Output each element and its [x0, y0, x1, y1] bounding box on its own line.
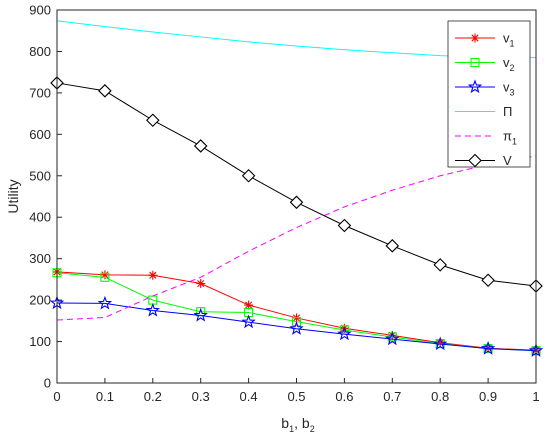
y-axis: 0 100 200 300 400 500 600 700 800 900	[29, 3, 62, 391]
x-tick-label: 0.2	[144, 389, 162, 404]
data-point	[241, 314, 256, 329]
data-point	[337, 326, 352, 341]
data-point	[97, 295, 113, 310]
legend-item: v3	[455, 79, 515, 98]
data-point	[291, 317, 302, 327]
series-5	[56, 155, 537, 321]
data-point	[433, 258, 447, 272]
legend-label: v3	[503, 80, 515, 98]
data-point	[148, 270, 158, 280]
data-point	[193, 139, 208, 153]
y-tick-label: 100	[29, 334, 51, 349]
series-layer	[49, 20, 544, 357]
y-tick-label: 700	[29, 85, 51, 100]
x-tick-label: 0.1	[96, 389, 114, 404]
x-axis-label: b1, b2	[281, 415, 314, 434]
legend-item: Π	[455, 104, 512, 119]
data-point	[480, 341, 496, 355]
data-point	[385, 331, 400, 346]
y-tick-label: 500	[29, 168, 51, 183]
x-tick-label: 0.7	[383, 389, 401, 404]
data-point	[337, 218, 352, 233]
legend-item: π1	[455, 129, 517, 147]
y-axis-label: Utility	[5, 179, 21, 213]
y-tick-label: 800	[29, 44, 51, 59]
legend-item: v2	[455, 55, 515, 73]
legend-label: Π	[503, 104, 512, 119]
legend-label: π1	[503, 129, 517, 147]
y-tick-label: 300	[29, 251, 51, 266]
data-point	[470, 33, 480, 43]
data-point	[481, 273, 495, 287]
data-point	[146, 113, 160, 128]
data-point	[241, 168, 256, 183]
series-line	[56, 155, 537, 321]
x-tick-label: 0.5	[287, 389, 305, 404]
legend-box	[447, 20, 531, 168]
y-tick-label: 0	[44, 376, 51, 391]
series-line	[56, 302, 537, 352]
data-point	[467, 79, 483, 94]
data-point	[468, 153, 482, 168]
data-point	[100, 272, 110, 282]
plot-frame	[56, 9, 537, 384]
data-point	[289, 195, 304, 210]
data-point	[145, 302, 161, 317]
x-axis: 0 0.1 0.2 0.3 0.4 0.5 0.6 0.7 0.8 0.9 1	[53, 378, 540, 404]
legend-item: V	[455, 153, 512, 168]
legend-label: V	[503, 153, 512, 168]
y-tick-label: 400	[29, 210, 51, 225]
data-point	[193, 307, 208, 322]
x-tick-label: 0.8	[431, 389, 449, 404]
x-tick-label: 0.3	[192, 389, 210, 404]
data-point	[100, 270, 110, 280]
x-tick-label: 0.9	[479, 389, 497, 404]
legend-item: v1	[455, 31, 515, 49]
x-tick-label: 0.4	[240, 389, 258, 404]
x-tick-label: 0.6	[335, 389, 353, 404]
y-tick-label: 900	[29, 3, 51, 18]
x-tick-label: 1	[532, 389, 539, 404]
legend-label: v1	[503, 31, 515, 49]
data-point	[432, 336, 448, 351]
legend: v1 v2 v3 Ππ1 V	[447, 20, 531, 168]
series-6	[50, 76, 543, 293]
data-point	[289, 321, 304, 335]
legend-label: v2	[503, 55, 515, 73]
x-tick-label: 0	[53, 389, 60, 404]
series-3	[49, 295, 544, 357]
data-point	[385, 239, 400, 253]
y-tick-label: 200	[29, 293, 51, 308]
data-point	[98, 84, 112, 98]
data-point	[470, 57, 480, 68]
data-point	[196, 279, 206, 289]
y-tick-label: 600	[29, 127, 51, 142]
